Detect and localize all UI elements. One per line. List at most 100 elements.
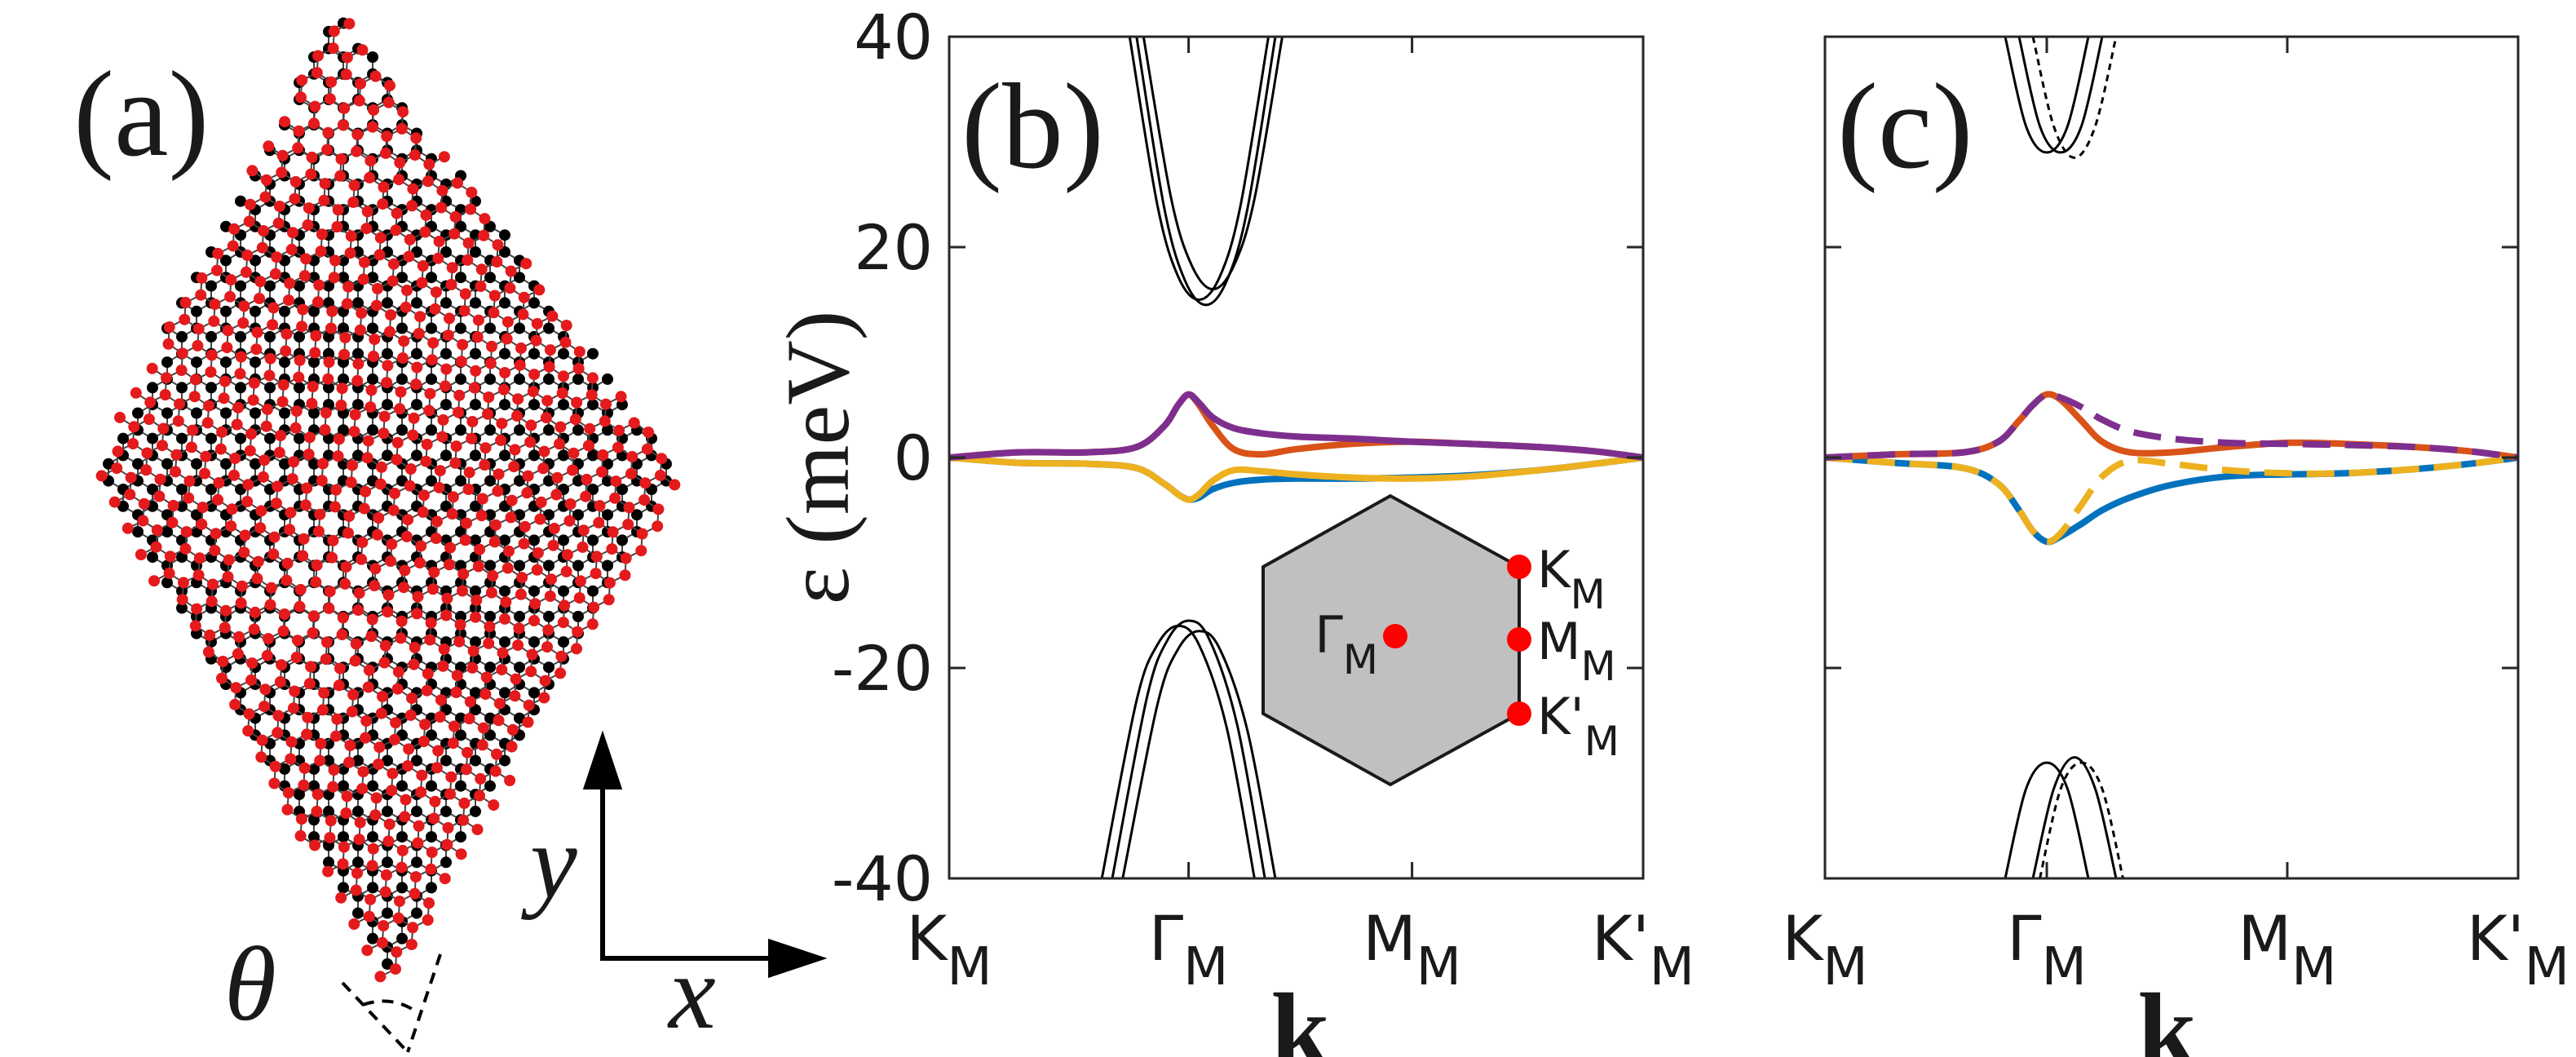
atom (301, 728, 313, 741)
atom (470, 687, 481, 699)
atom (308, 407, 320, 419)
atom (399, 811, 411, 823)
atom (426, 847, 438, 858)
atom (471, 595, 483, 606)
atom (185, 441, 197, 453)
atom (341, 790, 353, 803)
atom (398, 582, 410, 594)
atom (521, 487, 533, 499)
atom (493, 697, 506, 710)
atom (514, 509, 525, 521)
atom (470, 399, 481, 411)
atom (470, 534, 481, 546)
band-line (1121, 630, 1277, 878)
atom (597, 449, 609, 461)
atom (442, 329, 454, 342)
atom (193, 552, 205, 564)
atom (338, 348, 351, 360)
atom (462, 237, 475, 250)
atom (440, 754, 452, 767)
atom (577, 541, 589, 553)
atom (334, 170, 347, 182)
x-axis-label: k (2137, 972, 2197, 1057)
atom (377, 691, 388, 702)
atom (419, 226, 431, 238)
atom (582, 440, 594, 452)
atom (341, 298, 353, 310)
atom (269, 268, 281, 280)
atom (175, 365, 188, 376)
atom (310, 329, 322, 342)
atom (218, 392, 230, 405)
atom (413, 557, 426, 569)
atom (336, 383, 348, 395)
atom (348, 918, 360, 930)
atom (484, 780, 496, 792)
atom (504, 282, 516, 294)
atom (625, 467, 637, 480)
atom (308, 356, 320, 369)
atom (251, 573, 263, 585)
atom (441, 838, 453, 851)
atom (298, 762, 311, 774)
panel-label: (c) (1837, 59, 1973, 194)
atom (180, 526, 192, 538)
atom (449, 210, 462, 223)
atom (506, 494, 518, 506)
atom (260, 174, 272, 186)
high-symmetry-label: MM (1537, 612, 1616, 690)
atom (440, 856, 452, 869)
atom (365, 893, 377, 905)
atom (330, 730, 342, 742)
atom (271, 498, 282, 510)
atom (205, 366, 217, 378)
atom (379, 639, 391, 652)
atom (373, 512, 385, 524)
atom (484, 729, 496, 741)
atom (567, 464, 579, 476)
atom (418, 736, 430, 748)
atom (499, 449, 510, 462)
atom (219, 621, 231, 634)
atom (381, 130, 393, 143)
atom (396, 322, 408, 334)
atom (394, 403, 406, 415)
atom (360, 223, 373, 235)
atom (189, 374, 201, 386)
atom (420, 209, 432, 221)
atom (544, 344, 556, 356)
band-line (2017, 37, 2104, 154)
atom (264, 382, 276, 394)
atom (164, 551, 176, 563)
atom (309, 100, 321, 113)
atom (558, 534, 569, 546)
atom (299, 499, 312, 511)
atom (361, 206, 373, 218)
atom (426, 780, 437, 792)
atom (277, 378, 289, 391)
atom (407, 922, 419, 934)
atom (487, 569, 499, 582)
atom (457, 585, 468, 597)
atom (352, 297, 364, 309)
atom (416, 276, 428, 289)
atom (205, 382, 217, 394)
atom (178, 577, 189, 589)
atom (518, 291, 530, 303)
atom (415, 786, 427, 798)
atom (244, 198, 256, 210)
atom (159, 389, 171, 400)
atom (290, 405, 303, 418)
atom (267, 302, 280, 314)
atom (528, 347, 540, 360)
atom (429, 795, 441, 807)
atom (324, 832, 336, 844)
atom (188, 391, 201, 403)
atom (312, 789, 324, 801)
atom (327, 42, 339, 55)
atom (514, 359, 526, 371)
atom (400, 794, 412, 806)
atom (343, 510, 356, 522)
atom (206, 578, 219, 590)
atom (539, 674, 551, 687)
